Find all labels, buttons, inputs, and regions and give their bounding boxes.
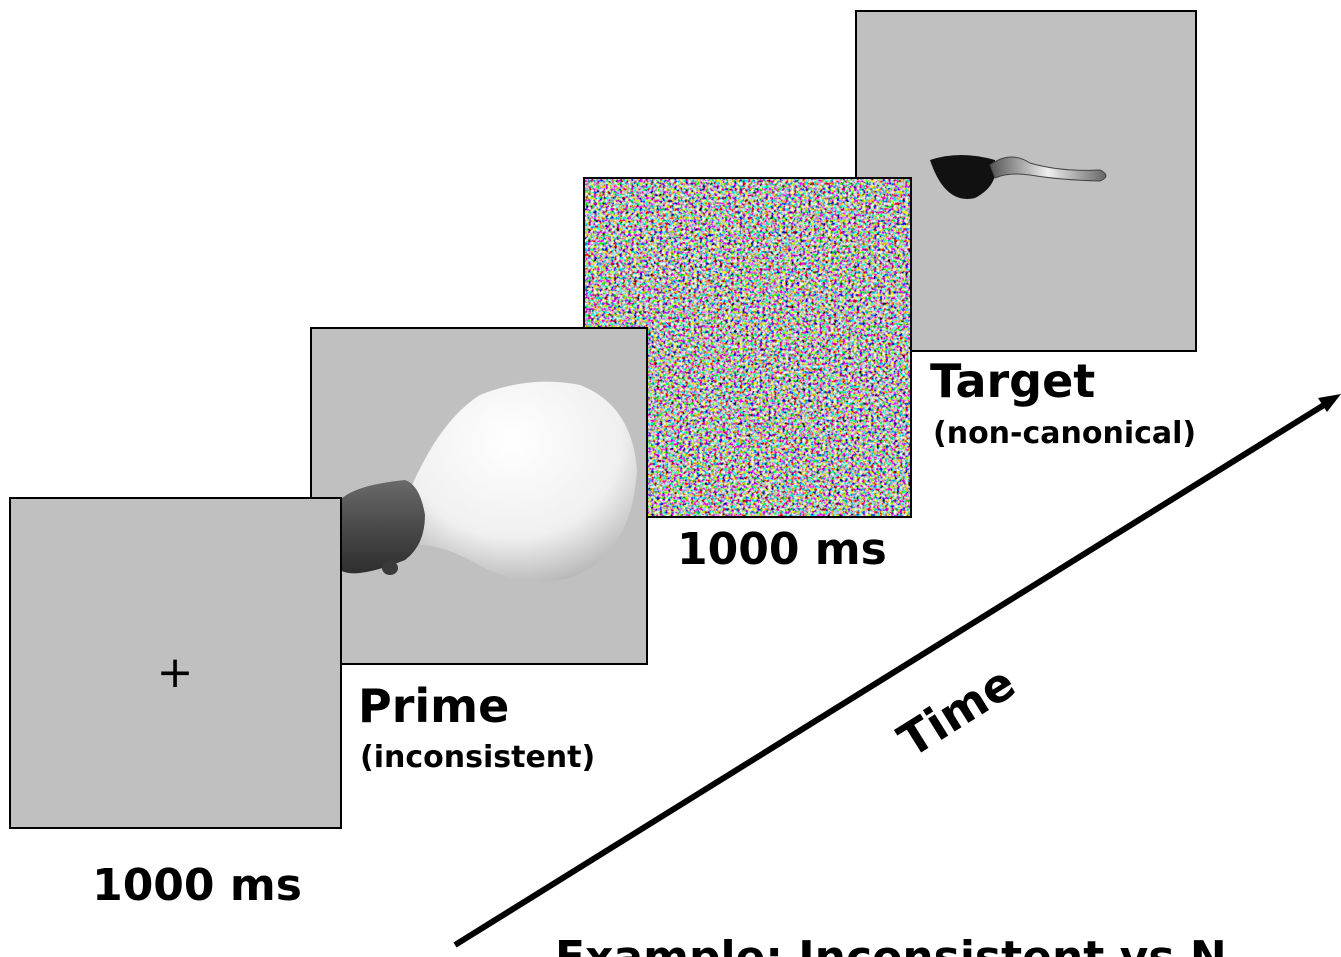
diagram: + 1000 ms Prime (inconsistent) 1000 ms T… <box>0 0 1341 957</box>
time-label: Time <box>889 655 1025 768</box>
mask-duration: 1000 ms <box>677 524 887 575</box>
target-label: Target <box>930 354 1095 408</box>
prime-panel <box>311 328 647 664</box>
caption: Example: Inconsistent vs N <box>555 932 1227 957</box>
target-condition: (non-canonical) <box>933 416 1196 451</box>
page: + 1000 ms Prime (inconsistent) 1000 ms T… <box>0 0 1341 957</box>
fixation-panel: + <box>10 498 341 828</box>
fixation-duration: 1000 ms <box>92 860 302 911</box>
prime-label: Prime <box>358 679 509 733</box>
fixation-cross: + <box>157 647 194 698</box>
prime-condition: (inconsistent) <box>360 740 595 775</box>
